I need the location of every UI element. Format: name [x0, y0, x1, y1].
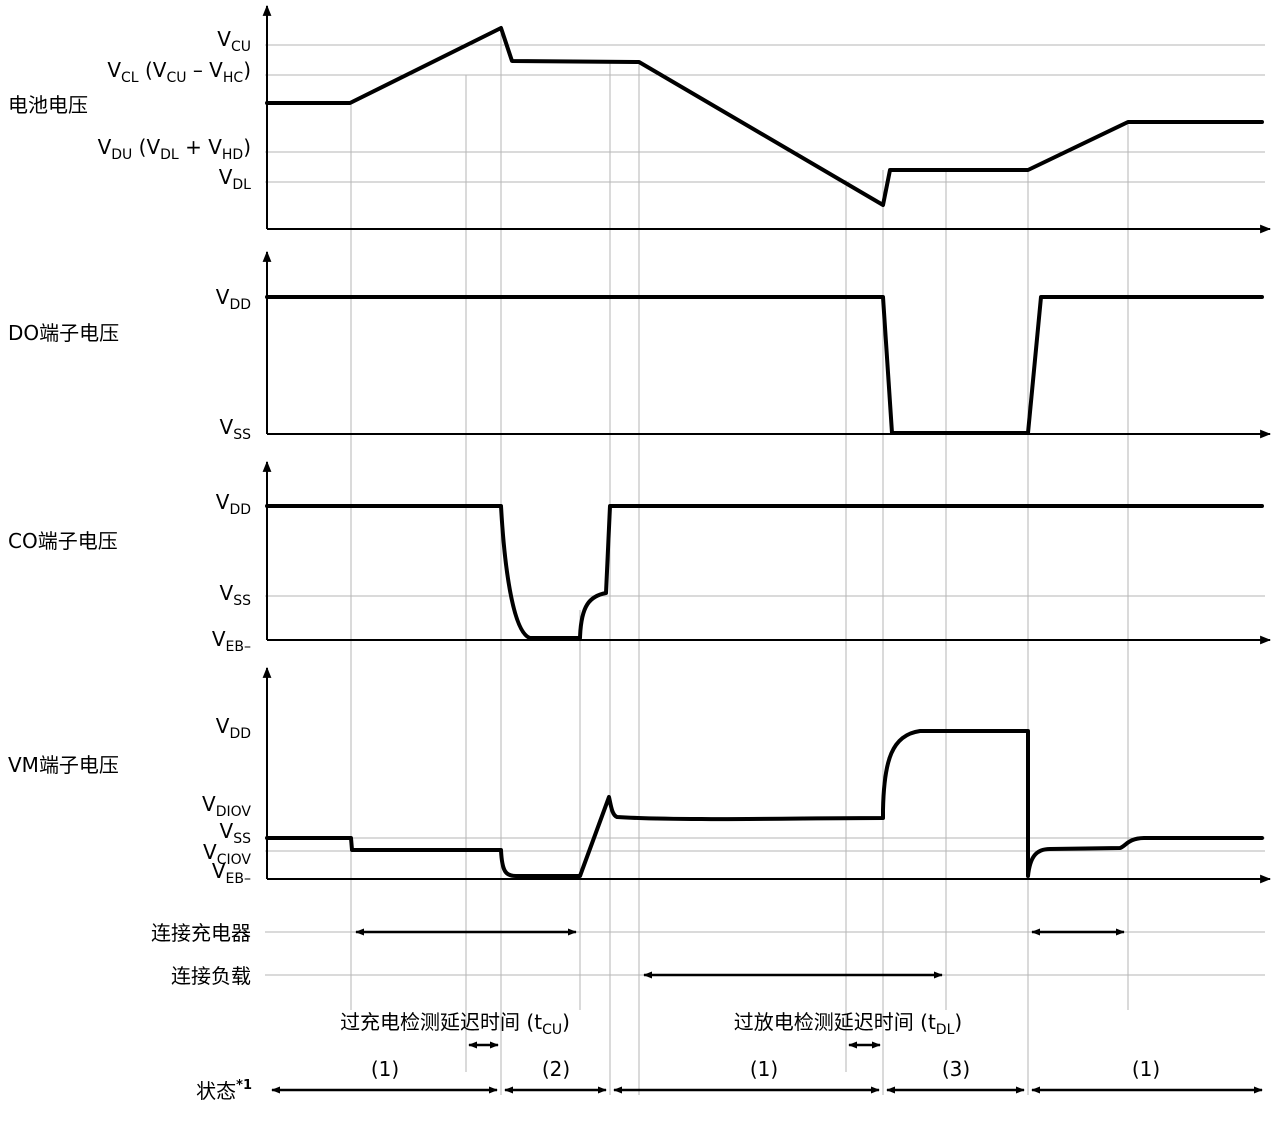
overdischarge-delay-label: 过放电检测延迟时间 (tDL): [734, 1010, 962, 1038]
load-row: 连接负载: [171, 964, 1265, 988]
state-segment-label-3: (1): [750, 1057, 778, 1081]
do-level-vdd: VDD: [216, 285, 251, 313]
battery-voltage-panel: 电池电压 VCU VCL (VCU – VHC) VDU (VDL + VHD)…: [8, 4, 1272, 234]
vm-terminal-waveform: [265, 729, 1264, 878]
state-segment-label-4: (3): [942, 1057, 970, 1081]
charger-row: 连接充电器: [151, 921, 1265, 945]
charger-row-label: 连接充电器: [151, 921, 251, 945]
state-segment-label-5: (1): [1132, 1057, 1160, 1081]
vm-level-vss: VSS: [220, 819, 252, 847]
battery-voltage-waveform: [265, 26, 1264, 207]
delay-times: 过充电检测延迟时间 (tCU) 过放电检测延迟时间 (tDL): [340, 1010, 962, 1049]
level-label-vdl: VDL: [219, 165, 251, 193]
vm-level-vdd: VDD: [216, 714, 251, 742]
co-level-veb: VEB–: [212, 627, 251, 655]
vm-level-veb: VEB–: [212, 859, 251, 887]
level-label-vcl: VCL (VCU – VHC): [107, 58, 251, 86]
co-terminal-panel: CO端子电压 VDD VSS VEB–: [8, 460, 1272, 655]
do-terminal-panel: DO端子电压 VDD VSS: [8, 250, 1272, 443]
state-row: 状态*1 (1) (2) (1) (3) (1): [196, 1057, 1263, 1103]
overcharge-delay-label: 过充电检测延迟时间 (tCU): [340, 1010, 570, 1038]
vm-level-vciov: VCIOV: [203, 840, 251, 868]
state-segment-label-2: (2): [542, 1057, 570, 1081]
do-panel-title: DO端子电压: [8, 321, 119, 345]
co-panel-title: CO端子电压: [8, 529, 118, 553]
load-row-label: 连接负载: [171, 964, 251, 988]
level-label-vcu: VCU: [217, 27, 251, 55]
do-terminal-waveform: [265, 295, 1264, 435]
state-row-label: 状态*1: [196, 1078, 252, 1103]
co-level-vdd: VDD: [216, 490, 251, 518]
state-segment-label-1: (1): [371, 1057, 399, 1081]
do-level-vss: VSS: [220, 415, 252, 443]
battery-panel-title: 电池电压: [8, 93, 88, 117]
event-gridlines: [350, 30, 1129, 1095]
level-label-vdu: VDU (VDL + VHD): [98, 135, 251, 163]
co-level-vss: VSS: [220, 581, 252, 609]
vm-level-vdiov: VDIOV: [202, 792, 251, 820]
co-terminal-waveform: [265, 504, 1264, 640]
vm-panel-title: VM端子电压: [8, 753, 119, 777]
vm-terminal-panel: VM端子电压 VDD VDIOV VSS VCIOV VEB–: [8, 666, 1272, 887]
